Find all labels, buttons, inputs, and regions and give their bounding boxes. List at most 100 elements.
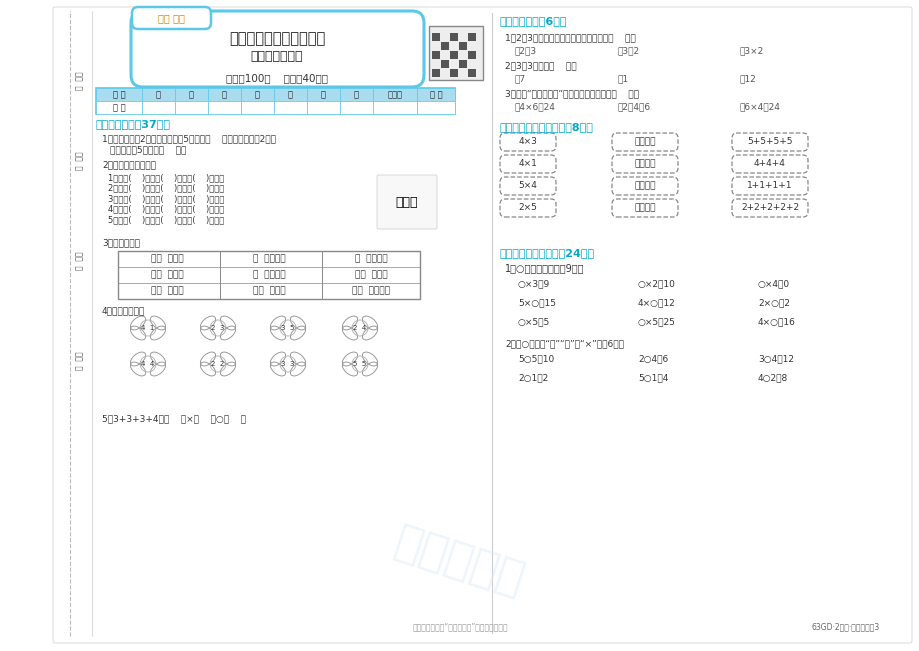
Text: 3只青蛙(    )张嘴，(    )只眼睛(    )条腿。: 3只青蛙( )张嘴，( )只眼睛( )条腿。 (108, 194, 224, 203)
Text: 1: 1 (618, 74, 629, 83)
FancyBboxPatch shape (468, 69, 475, 77)
Text: 第二单元知识回顾与检测: 第二单元知识回顾与检测 (229, 31, 324, 46)
Text: 4  4: 4 4 (142, 361, 154, 367)
Text: （  ）三得六: （ ）三得六 (253, 255, 285, 264)
FancyBboxPatch shape (732, 177, 807, 195)
Bar (241, 101, 274, 114)
Text: 黄风 名卷: 黄风 名卷 (157, 13, 184, 23)
FancyBboxPatch shape (468, 33, 475, 41)
Text: ○×4＝0: ○×4＝0 (757, 279, 789, 288)
Text: （  ）四得八: （ ）四得八 (355, 255, 387, 264)
FancyBboxPatch shape (175, 88, 208, 101)
Text: 5○5＝10: 5○5＝10 (517, 354, 553, 363)
FancyBboxPatch shape (611, 177, 677, 195)
Text: 学  校：: 学 校： (75, 252, 85, 270)
Text: 四五二十: 四五二十 (633, 204, 655, 212)
Text: 3．根据“四六二十四”不可以写成的算式是（    ）。: 3．根据“四六二十四”不可以写成的算式是（ ）。 (505, 89, 639, 98)
FancyBboxPatch shape (96, 88, 142, 101)
FancyBboxPatch shape (208, 88, 241, 101)
Text: 2．3乘3的积是（    ）。: 2．3乘3的积是（ ）。 (505, 61, 576, 70)
Bar (142, 101, 175, 114)
FancyBboxPatch shape (449, 69, 458, 77)
FancyBboxPatch shape (468, 51, 475, 59)
Text: 三（  ）得九: 三（ ）得九 (253, 286, 285, 296)
Text: 2＋3: 2＋3 (515, 46, 537, 55)
Text: 2+2+2+2+2: 2+2+2+2+2 (740, 204, 799, 212)
FancyBboxPatch shape (449, 51, 458, 59)
FancyBboxPatch shape (611, 133, 677, 151)
Text: 2．在○里填上“＋”“－”或“×”。（6分）: 2．在○里填上“＋”“－”或“×”。（6分） (505, 339, 623, 348)
Text: 63GD·2年级·数学（上）3: 63GD·2年级·数学（上）3 (811, 622, 879, 631)
Text: 二、选一选。（6分）: 二、选一选。（6分） (499, 16, 567, 26)
Text: 5．3+3+3+4＝（    ）×（    ）○（    ）: 5．3+3+3+4＝（ ）×（ ）○（ ） (102, 414, 245, 423)
FancyBboxPatch shape (459, 42, 467, 50)
Bar (96, 101, 142, 114)
FancyBboxPatch shape (131, 7, 210, 29)
Text: 一四得四: 一四得四 (633, 137, 655, 146)
Text: 2  2: 2 2 (211, 361, 224, 367)
Text: 2  3: 2 3 (211, 325, 224, 331)
Text: 关注微信公众号“数辅宝粉丝”获取更多只算题: 关注微信公众号“数辅宝粉丝”获取更多只算题 (412, 622, 507, 631)
Text: 4+4+4: 4+4+4 (754, 159, 785, 169)
Text: （  ）四得四: （ ）四得四 (253, 271, 285, 279)
Text: 一个因数是5，积是（    ）。: 一个因数是5，积是（ ）。 (110, 145, 187, 154)
Text: 4×1: 4×1 (518, 159, 537, 169)
FancyBboxPatch shape (732, 199, 807, 217)
Text: 四: 四 (255, 90, 260, 99)
Text: 三四十二: 三四十二 (633, 182, 655, 191)
Text: 附加题: 附加题 (387, 90, 403, 99)
FancyBboxPatch shape (130, 11, 424, 87)
Text: 1只青蛙(    )张嘴，(    )只眼睛(    )条腿。: 1只青蛙( )张嘴，( )只眼睛( )条腿。 (108, 173, 224, 182)
FancyBboxPatch shape (432, 69, 439, 77)
FancyBboxPatch shape (732, 133, 807, 151)
Text: 2○1＝2: 2○1＝2 (517, 373, 548, 382)
Text: 3．补全口诀。: 3．补全口诀。 (102, 238, 140, 247)
Text: 五（  ）二十五: 五（ ）二十五 (352, 286, 390, 296)
Text: 2×5: 2×5 (518, 204, 537, 212)
Text: 三（  ）十二: 三（ ）十二 (355, 271, 387, 279)
Text: 5+5+5+5: 5+5+5+5 (746, 137, 792, 146)
FancyBboxPatch shape (611, 155, 677, 173)
Text: 七: 七 (354, 90, 358, 99)
Text: 4  1: 4 1 (142, 325, 154, 331)
Text: 表内乘法（一）: 表内乘法（一） (251, 51, 303, 64)
Text: 五: 五 (288, 90, 292, 99)
FancyBboxPatch shape (499, 155, 555, 173)
FancyBboxPatch shape (372, 88, 416, 101)
Bar (208, 101, 241, 114)
Text: 3  3: 3 3 (281, 361, 294, 367)
Text: 5只青蛙(    )张嘴，(    )只眼睛(    )条腿。: 5只青蛙( )张嘴，( )只眼睛( )条腿。 (108, 215, 224, 224)
Text: 2＋4＝6: 2＋4＝6 (618, 102, 651, 111)
FancyBboxPatch shape (307, 88, 340, 101)
Text: 1．2个3相加的和是多少？正确的列式是（    ）。: 1．2个3相加的和是多少？正确的列式是（ ）。 (505, 33, 635, 42)
FancyBboxPatch shape (428, 26, 482, 80)
Text: 2○4＝6: 2○4＝6 (637, 354, 667, 363)
Text: 一: 一 (156, 90, 161, 99)
Text: 3  5: 3 5 (281, 325, 294, 331)
FancyBboxPatch shape (499, 177, 555, 195)
Text: 得 分: 得 分 (112, 103, 125, 112)
Text: 4×3: 4×3 (518, 137, 537, 146)
Text: 总 分: 总 分 (429, 90, 442, 99)
FancyBboxPatch shape (459, 60, 467, 68)
FancyBboxPatch shape (377, 175, 437, 229)
FancyBboxPatch shape (274, 88, 307, 101)
Text: 题 号: 题 号 (112, 90, 125, 99)
Text: 4只青蛙(    )张嘴，(    )只眼睛(    )条腿。: 4只青蛙( )张嘴，( )只眼睛( )条腿。 (108, 204, 224, 214)
Text: 2只青蛙(    )张嘴，(    )只眼睛(    )条腿。: 2只青蛙( )张嘴，( )只眼睛( )条腿。 (108, 184, 224, 193)
Bar (372, 101, 416, 114)
Text: ○×2＝10: ○×2＝10 (637, 279, 675, 288)
Text: 6×4＝24: 6×4＝24 (739, 102, 780, 111)
FancyBboxPatch shape (449, 33, 458, 41)
Text: 5×4: 5×4 (518, 182, 537, 191)
FancyBboxPatch shape (440, 60, 448, 68)
Text: 1．○里面藏着几？（9分）: 1．○里面藏着几？（9分） (505, 263, 584, 273)
FancyBboxPatch shape (499, 199, 555, 217)
Text: 三（  ）十五: 三（ ）十五 (151, 271, 183, 279)
Bar (274, 101, 307, 114)
Bar (416, 101, 455, 114)
Text: 3○4＝12: 3○4＝12 (757, 354, 793, 363)
FancyBboxPatch shape (611, 199, 677, 217)
Text: 4×○＝16: 4×○＝16 (757, 317, 795, 326)
Text: 得  分：: 得 分： (75, 352, 85, 370)
